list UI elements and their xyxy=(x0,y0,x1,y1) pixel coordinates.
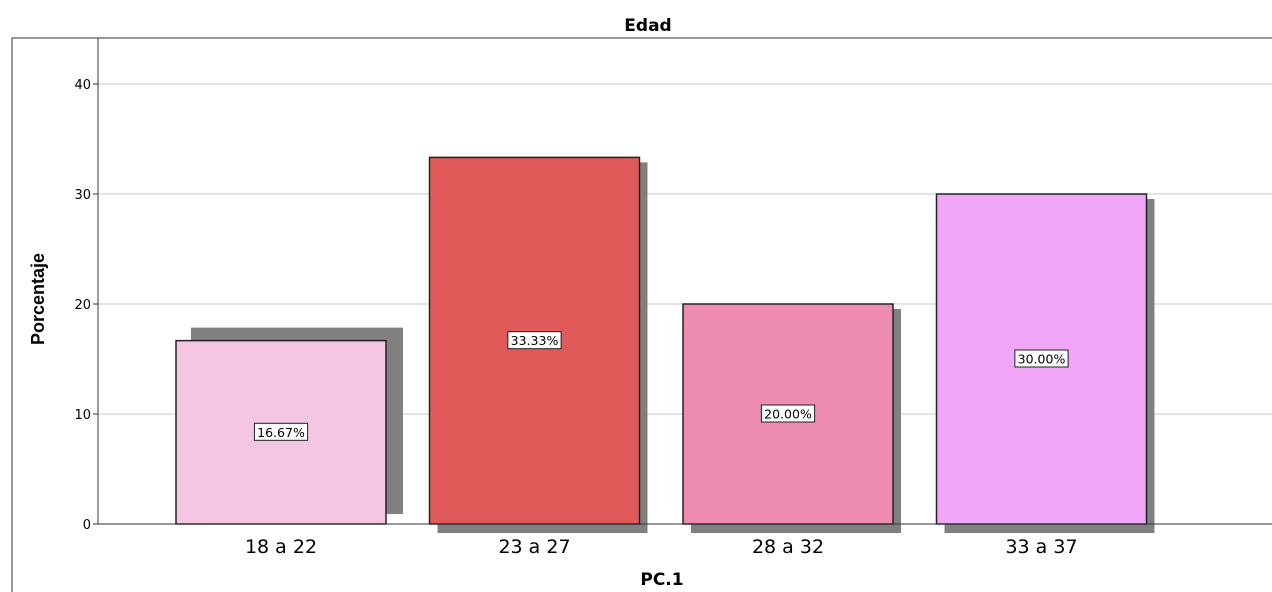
y-tick-label: 30 xyxy=(74,188,91,203)
x-tick-labels: 18 a 22 23 a 27 28 a 32 33 a 37 xyxy=(245,536,1078,558)
x-tick-label: 23 a 27 xyxy=(498,536,570,558)
data-label-text: 30.00% xyxy=(1018,352,1066,367)
y-tick-label: 0 xyxy=(83,518,91,533)
y-tick-label: 20 xyxy=(74,298,91,313)
y-tick-labels: 0 10 20 30 40 xyxy=(74,78,98,533)
y-tick-label: 10 xyxy=(74,408,91,423)
bars xyxy=(175,156,1148,525)
data-label-box xyxy=(507,331,562,350)
x-tick-label: 18 a 22 xyxy=(245,536,317,558)
data-label: 16.67% xyxy=(253,422,309,441)
data-label: 20.00% xyxy=(760,404,816,423)
x-tick-label: 33 a 37 xyxy=(1005,536,1077,558)
y-axis-label: Porcentaje xyxy=(28,253,48,345)
y-tick-label: 40 xyxy=(74,78,91,93)
data-label-box xyxy=(1014,349,1069,368)
data-label-text: 20.00% xyxy=(764,407,812,422)
x-tick-label: 28 a 32 xyxy=(752,536,824,558)
data-label-text: 33.33% xyxy=(511,333,559,348)
chart-title: Edad xyxy=(624,16,671,36)
data-label: 33.33% xyxy=(507,331,562,350)
data-labels: 16.67% 33.33% 20.00% 30.00% xyxy=(253,331,1069,441)
data-label: 30.00% xyxy=(1014,349,1069,368)
data-label-text: 16.67% xyxy=(257,425,305,440)
x-axis-label: PC.1 xyxy=(640,570,683,590)
data-label-box xyxy=(760,404,816,423)
data-label-box xyxy=(253,422,309,441)
